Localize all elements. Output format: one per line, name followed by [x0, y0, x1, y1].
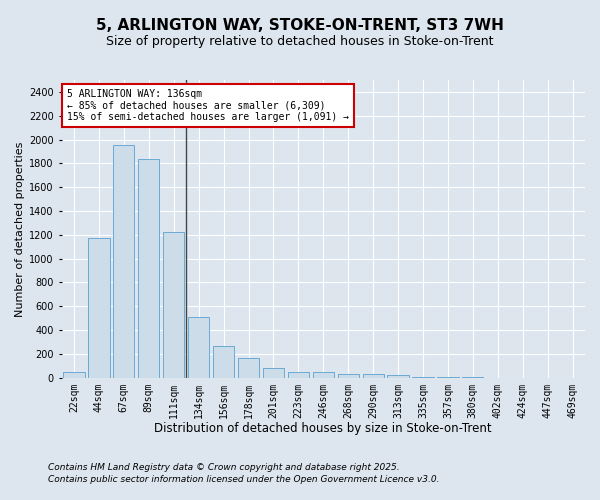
Bar	[238, 358, 259, 378]
Bar	[64, 372, 85, 378]
Text: Contains public sector information licensed under the Open Government Licence v3: Contains public sector information licen…	[48, 475, 439, 484]
Text: 5, ARLINGTON WAY, STOKE-ON-TRENT, ST3 7WH: 5, ARLINGTON WAY, STOKE-ON-TRENT, ST3 7W…	[96, 18, 504, 32]
Bar	[288, 372, 309, 378]
X-axis label: Distribution of detached houses by size in Stoke-on-Trent: Distribution of detached houses by size …	[154, 422, 492, 435]
Bar	[113, 146, 134, 378]
Bar	[188, 317, 209, 378]
Text: Size of property relative to detached houses in Stoke-on-Trent: Size of property relative to detached ho…	[106, 35, 494, 48]
Bar	[338, 374, 359, 378]
Bar	[163, 232, 184, 378]
Bar	[88, 238, 110, 378]
Bar	[362, 374, 384, 378]
Bar	[388, 376, 409, 378]
Bar	[263, 368, 284, 378]
Bar	[313, 372, 334, 378]
Y-axis label: Number of detached properties: Number of detached properties	[15, 141, 25, 316]
Text: Contains HM Land Registry data © Crown copyright and database right 2025.: Contains HM Land Registry data © Crown c…	[48, 464, 400, 472]
Bar	[213, 346, 234, 378]
Bar	[412, 377, 434, 378]
Text: 5 ARLINGTON WAY: 136sqm
← 85% of detached houses are smaller (6,309)
15% of semi: 5 ARLINGTON WAY: 136sqm ← 85% of detache…	[67, 89, 349, 122]
Bar	[138, 158, 160, 378]
